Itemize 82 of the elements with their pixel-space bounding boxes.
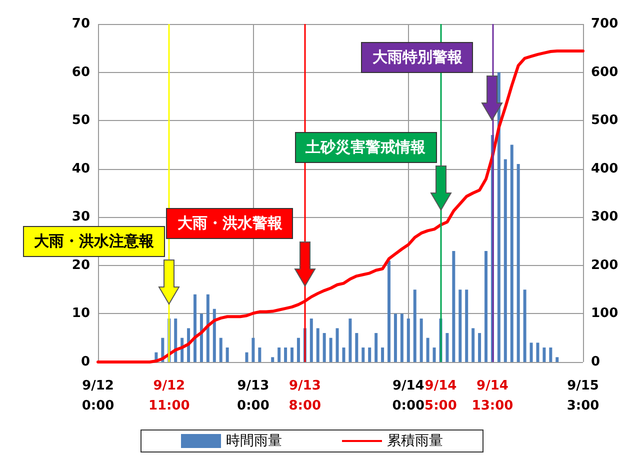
bar [549,348,552,362]
x-tick-label: 9/13 8:00 [288,378,322,414]
bar [400,314,404,362]
y-tick-label: 70 [72,16,90,32]
y-tick-label: 50 [72,113,90,128]
x-tick-label: 9/15 3:00 [566,378,600,414]
x-tick-label: 9/13 0:00 [237,378,270,414]
y2-tick-label: 400 [591,161,618,176]
bar [278,348,281,362]
bar [206,294,210,362]
bar [510,144,514,362]
bar [212,308,216,362]
bar [556,357,559,362]
y-tick-label: 40 [72,161,90,176]
bar [472,328,475,362]
ref-line-label: 大雨・洪水警報 [166,208,294,240]
bar [374,333,378,362]
bar [542,348,546,362]
bar [336,328,339,362]
bar [348,318,352,362]
bar [368,348,372,362]
bar [316,328,320,362]
y2-tick-label: 0 [591,354,600,370]
bar [458,290,462,362]
y2-tick-label: 600 [591,64,618,80]
y2-tick-label: 100 [591,306,618,322]
bar [226,348,229,362]
bar [523,290,526,362]
bar [426,338,430,362]
bar [322,333,326,362]
bar [452,250,456,362]
y2-tick-label: 700 [591,16,618,32]
bar [381,348,384,362]
ref-line-label: 土砂災害警戒情報 [294,132,437,163]
bar [200,314,203,362]
bar [252,338,255,362]
x-tick-label: 9/12 0:00 [82,378,114,414]
bar [406,318,410,362]
bar [536,342,540,362]
bar [504,159,507,362]
bar [516,164,520,362]
legend-label: 累積雨量 [387,433,443,449]
x-tick-label: 9/14 0:00 [392,378,425,414]
bar [432,348,436,362]
y-tick-label: 0 [80,354,90,370]
bar [446,333,449,362]
y-tick-label: 10 [72,306,90,322]
bar [296,338,300,362]
x-tick-label: 9/14 5:00 [424,378,457,414]
bar [329,338,332,362]
bar [219,338,222,362]
x-tick-label: 9/14 13:00 [472,378,514,414]
bar [420,318,423,362]
bar [310,318,313,362]
bar [271,357,274,362]
bar [484,250,488,362]
bar [465,290,468,362]
y2-tick-label: 200 [591,258,618,273]
bar [258,348,262,362]
y-tick-label: 30 [72,210,90,225]
bar [413,290,416,362]
y-tick-label: 60 [72,64,90,80]
y-tick-label: 20 [72,258,90,273]
bar [174,318,178,362]
legend-label: 時間雨量 [226,433,282,449]
bar [388,260,390,362]
bar [362,348,365,362]
bar [530,342,533,362]
bar [290,348,294,362]
bar [284,348,288,362]
x-tick-label: 9/12 11:00 [148,378,190,414]
bar [194,294,196,362]
bar [497,72,500,362]
y2-tick-label: 300 [591,210,618,225]
bar [245,352,248,362]
bar [342,348,346,362]
ref-line-label: 大雨特別警報 [361,42,474,74]
ref-line-label: 大雨・洪水注意報 [23,226,166,257]
y2-tick-label: 500 [591,113,618,128]
bar [394,314,397,362]
bar [355,333,358,362]
bar [478,333,482,362]
